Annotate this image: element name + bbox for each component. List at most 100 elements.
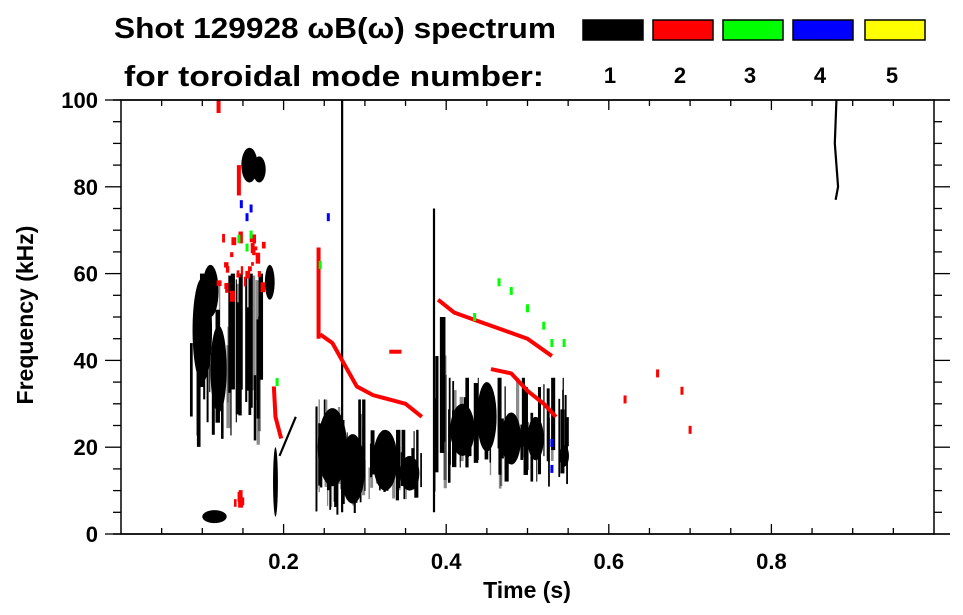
- spectrum-point: [238, 490, 243, 498]
- spectrum-streak: [226, 345, 231, 429]
- spectrum-streak: [362, 399, 366, 471]
- spectrum-streak: [523, 402, 525, 458]
- spectrum-blob: [399, 455, 420, 491]
- spectrum-streak: [520, 424, 524, 460]
- series-mode-2: [216, 100, 692, 508]
- legend-label-mode-1: 1: [604, 63, 616, 88]
- spectrum-streak: [256, 377, 260, 445]
- spectrum-point: [550, 438, 554, 447]
- spectrum-streak: [392, 466, 396, 499]
- spectrum-point: [243, 276, 247, 287]
- mode-track-line: [278, 416, 297, 457]
- spectrum-streak: [245, 277, 248, 403]
- spectrum-streak: [543, 384, 545, 457]
- spectrum-blob: [559, 445, 569, 467]
- spectrum-streak: [330, 471, 333, 507]
- spectrum-point: [216, 280, 222, 287]
- spectrum-streak: [255, 280, 260, 400]
- spectrum-point: [260, 282, 266, 293]
- spectrum-streak: [333, 471, 335, 502]
- spectrum-point: [497, 278, 501, 287]
- spectrum-point: [261, 241, 266, 249]
- spectrum-point: [562, 339, 566, 348]
- spectrum-streak: [235, 302, 239, 415]
- spectrum-streak: [396, 429, 401, 489]
- spectrum-streak: [401, 429, 406, 477]
- spectrum-point: [623, 395, 627, 404]
- spectrum-point: [255, 252, 261, 264]
- series-mode-4: [239, 200, 554, 473]
- spectrum-streak: [189, 343, 193, 417]
- series-mode-1: [189, 99, 840, 524]
- spectrum-point: [550, 339, 554, 348]
- spectrum-streak: [546, 388, 550, 462]
- spectrum-point: [275, 378, 279, 387]
- spectrum-blob: [477, 382, 497, 452]
- legend-label-mode-5: 5: [886, 63, 898, 88]
- spectrum-streak: [515, 377, 520, 447]
- spectrum-streak: [221, 381, 224, 439]
- y-tick-label: 40: [74, 348, 98, 373]
- legend-swatch-mode-5: [864, 19, 926, 41]
- y-tick-label: 80: [74, 175, 98, 200]
- mode-track-line: [271, 386, 284, 440]
- spectrum-blob: [252, 156, 266, 183]
- spectrum-point: [542, 321, 546, 330]
- spectrum-blob: [373, 429, 398, 491]
- spectrum-streak: [497, 377, 502, 449]
- spectrum-point: [236, 273, 241, 278]
- spectrum-streak: [227, 326, 229, 403]
- spectrum-streak: [447, 451, 451, 483]
- spectrum-streak: [364, 460, 366, 491]
- spectrum-blob: [210, 325, 227, 413]
- spectrum-point: [550, 464, 554, 473]
- spectrum-streak: [369, 443, 372, 478]
- spectrum-streak: [448, 426, 451, 465]
- tick-labels: 0.2 0.4 0.6 0.8 0 20 40 60 80 100: [61, 88, 786, 574]
- y-axis-label: Frequency (kHz): [12, 226, 38, 405]
- spectrum-point: [254, 246, 258, 251]
- spectrum-point: [251, 262, 254, 266]
- spectrum-streak: [560, 409, 565, 474]
- spectrum-streak: [368, 467, 370, 500]
- spectrum-streak: [413, 431, 415, 485]
- spectrum-streak: [443, 355, 447, 480]
- spectrum-blob: [202, 264, 219, 317]
- spectrum-point: [688, 425, 692, 434]
- spectrum-point: [248, 266, 252, 272]
- spectrum-streak: [435, 356, 439, 473]
- legend-label-mode-2: 2: [674, 63, 686, 88]
- spectrum-streak: [235, 279, 237, 423]
- spectrum-streak: [558, 398, 561, 478]
- spectrum-point: [238, 231, 243, 244]
- spectrum-point: [526, 304, 529, 313]
- legend-swatch-mode-1: [582, 19, 644, 41]
- x-tick-label: 0.4: [431, 549, 462, 574]
- spectrum-point: [318, 260, 322, 269]
- series-mode-3: [237, 230, 566, 387]
- spectrum-streak: [256, 319, 260, 419]
- axis-ticks: [105, 99, 950, 535]
- y-tick-label: 100: [61, 88, 98, 113]
- spectrum-streak: [206, 362, 209, 423]
- spectrum-streak: [238, 362, 242, 416]
- spectrum-point: [249, 234, 254, 243]
- spectrum-streak: [253, 375, 257, 441]
- mode-track-line: [833, 99, 840, 201]
- spectrum-point: [245, 270, 251, 279]
- spectrum-blob: [273, 447, 278, 517]
- spectrum-streak: [249, 273, 253, 408]
- spectrum-streak: [416, 429, 419, 482]
- mode-track-line: [490, 367, 558, 419]
- legend-swatch-mode-3: [722, 19, 784, 41]
- spectrum-point: [249, 204, 253, 213]
- spectrum-blob: [202, 510, 227, 524]
- spectrum-point: [225, 266, 230, 273]
- spectrum-streak: [521, 377, 525, 447]
- spectrum-streak: [252, 275, 256, 391]
- spectrum-streak: [439, 317, 445, 453]
- spectrum-streak: [420, 453, 422, 488]
- mode-track-line: [436, 298, 554, 358]
- x-axis-label: Time (s): [483, 577, 571, 603]
